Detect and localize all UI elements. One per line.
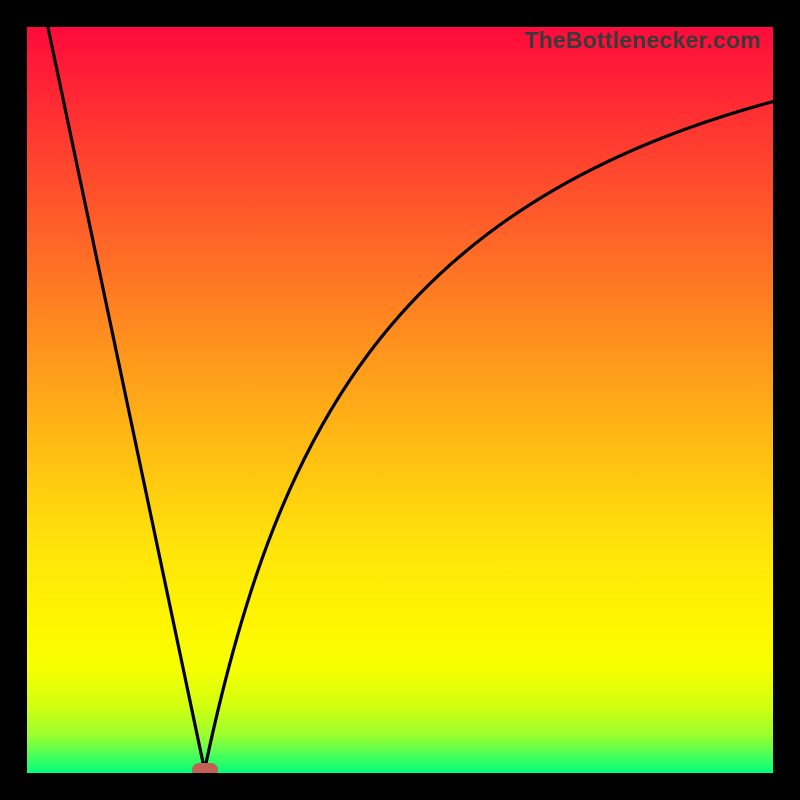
watermark-text: TheBottlenecker.com (525, 27, 761, 54)
bottleneck-curve (27, 27, 773, 773)
curve-path (48, 27, 773, 770)
plot-area: TheBottlenecker.com (27, 27, 773, 773)
chart-frame: TheBottlenecker.com (0, 0, 800, 800)
dip-marker (192, 763, 218, 773)
